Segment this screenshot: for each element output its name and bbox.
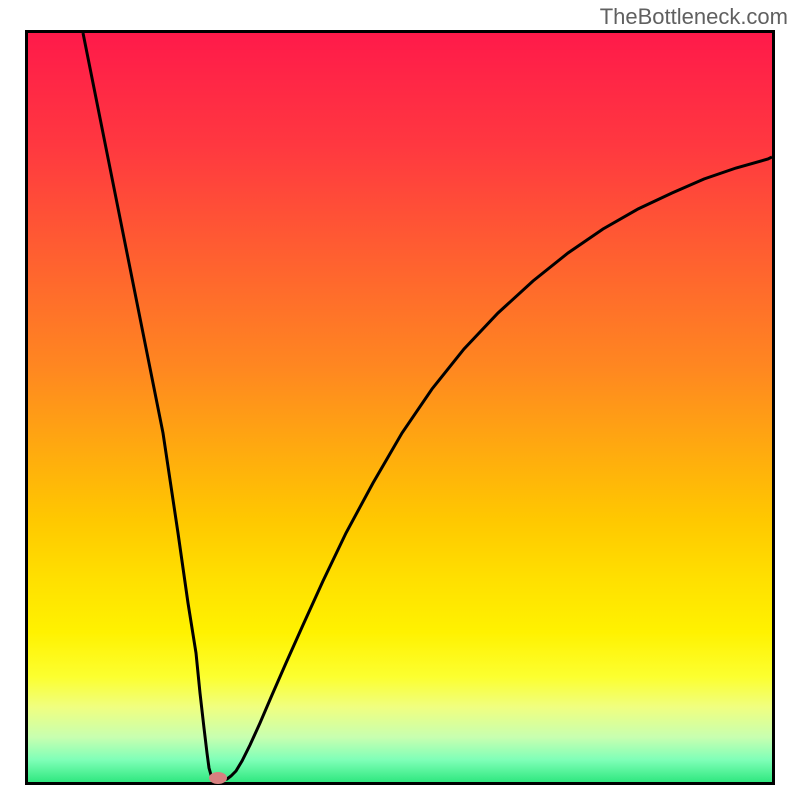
data-marker	[209, 772, 227, 784]
chart-frame	[25, 30, 775, 785]
plot-area	[28, 33, 772, 782]
watermark-text: TheBottleneck.com	[600, 4, 788, 30]
curve-line	[28, 33, 772, 782]
